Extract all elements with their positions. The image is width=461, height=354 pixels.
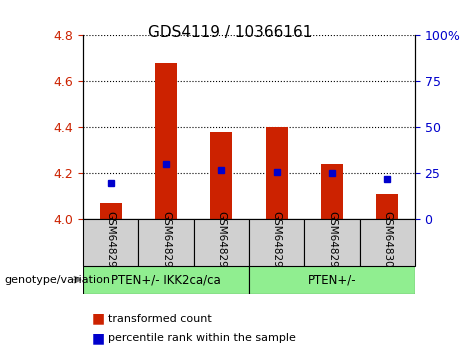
- Text: genotype/variation: genotype/variation: [5, 275, 111, 285]
- FancyBboxPatch shape: [83, 266, 249, 294]
- Text: ■: ■: [92, 312, 105, 326]
- Text: GSM648299: GSM648299: [327, 211, 337, 274]
- Bar: [155, 63, 177, 219]
- Text: ■: ■: [92, 331, 105, 345]
- FancyBboxPatch shape: [83, 219, 138, 266]
- Text: percentile rank within the sample: percentile rank within the sample: [108, 333, 296, 343]
- FancyBboxPatch shape: [194, 219, 249, 266]
- Text: GSM648300: GSM648300: [382, 211, 392, 274]
- Bar: [210, 132, 232, 219]
- Bar: [376, 194, 398, 219]
- Text: GSM648295: GSM648295: [106, 211, 116, 274]
- Text: PTEN+/- IKK2ca/ca: PTEN+/- IKK2ca/ca: [111, 273, 221, 286]
- Text: GDS4119 / 10366161: GDS4119 / 10366161: [148, 25, 313, 40]
- Text: GSM648297: GSM648297: [216, 211, 226, 274]
- FancyBboxPatch shape: [360, 219, 415, 266]
- Text: PTEN+/-: PTEN+/-: [307, 273, 356, 286]
- FancyBboxPatch shape: [304, 219, 360, 266]
- FancyBboxPatch shape: [138, 219, 194, 266]
- FancyBboxPatch shape: [249, 266, 415, 294]
- Text: GSM648296: GSM648296: [161, 211, 171, 274]
- Bar: [321, 164, 343, 219]
- Bar: [266, 127, 288, 219]
- Bar: [100, 203, 122, 219]
- Text: GSM648298: GSM648298: [272, 211, 282, 274]
- FancyBboxPatch shape: [249, 219, 304, 266]
- Text: transformed count: transformed count: [108, 314, 212, 324]
